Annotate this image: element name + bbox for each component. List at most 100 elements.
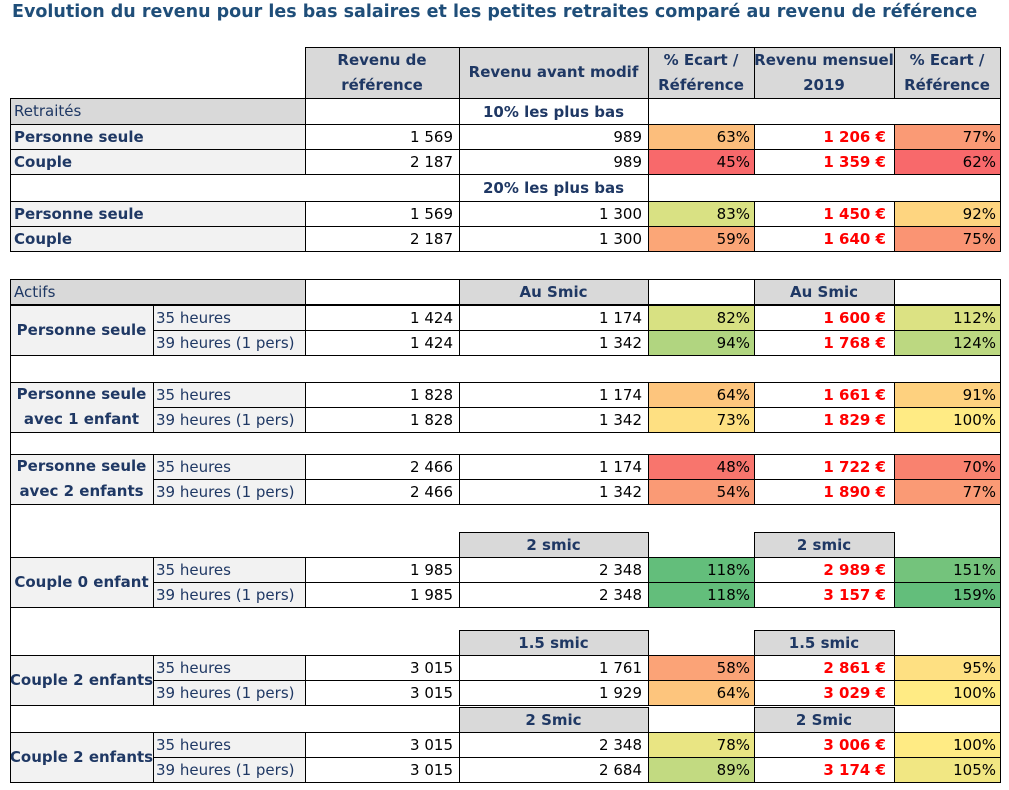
cell-avant: 989 — [613, 152, 642, 171]
grid-line — [153, 680, 1001, 681]
group-label-line2: avec 2 enfants — [19, 482, 144, 500]
row-sublabel: 39 heures (1 pers) — [153, 407, 305, 432]
cell-ecart2: 100% — [894, 680, 1000, 705]
row-label: Couple — [10, 226, 305, 251]
cell-mensuel: 1 450 € — [823, 204, 886, 223]
row-sublabel: 39 heures (1 pers) — [153, 330, 305, 355]
cell-avant: 2 348 — [599, 560, 642, 579]
caption-retraites-0: 10% les plus bas — [482, 102, 625, 121]
cell-ecart2: 100% — [894, 732, 1000, 757]
row-sublabel: 35 heures — [153, 454, 305, 479]
caption-actifs-2: Au Smic — [754, 279, 894, 304]
cell-mensuel: 2 861 € — [823, 658, 886, 677]
cell-ref: 1 828 — [410, 385, 453, 404]
caption-group: 2 Smic — [754, 707, 894, 732]
cell-ref: 1 569 — [410, 204, 453, 223]
cell-ecart2: 151% — [894, 557, 1000, 582]
cell-avant: 989 — [613, 127, 642, 146]
cell-ecart1: 82% — [648, 305, 754, 330]
cell-ecart1: 59% — [648, 226, 754, 251]
cell-avant: 1 761 — [599, 658, 642, 677]
grid-line — [648, 279, 649, 305]
group-label-line1: Personne seule — [16, 457, 147, 475]
cell-ecart1: 54% — [648, 479, 754, 504]
cell-mensuel: 1 206 € — [823, 127, 886, 146]
grid-line — [459, 174, 460, 252]
grid-line — [305, 279, 306, 305]
cell-mensuel: 1 722 € — [823, 457, 886, 476]
cell-ecart2: 75% — [894, 226, 1000, 251]
page-title: Evolution du revenu pour les bas salaire… — [12, 2, 978, 22]
cell-avant: 2 348 — [599, 735, 642, 754]
cell-mensuel: 1 640 € — [823, 229, 886, 248]
grid-line — [153, 479, 1001, 480]
grid-line — [459, 279, 460, 305]
grid-line — [153, 757, 1001, 758]
row-sublabel: 39 heures (1 pers) — [153, 479, 305, 504]
grid-line — [10, 226, 1001, 227]
cell-mensuel: 1 661 € — [823, 385, 886, 404]
cell-mensuel: 2 989 € — [823, 560, 886, 579]
cell-ecart2: 124% — [894, 330, 1000, 355]
cell-mensuel: 1 359 € — [823, 152, 886, 171]
cell-ecart1: 64% — [648, 382, 754, 407]
cell-ecart1: 58% — [648, 655, 754, 680]
row-label: Personne seule — [10, 124, 305, 149]
group-label: Personne seule — [10, 305, 153, 355]
cell-avant: 1 929 — [599, 683, 642, 702]
group-label: Personne seule avec 1 enfant — [10, 382, 153, 432]
cell-ecart2: 95% — [894, 655, 1000, 680]
cell-mensuel: 3 157 € — [823, 585, 886, 604]
group-label-line1: Couple 0 enfant — [14, 572, 149, 591]
cell-ref: 1 985 — [410, 585, 453, 604]
cell-ref: 2 187 — [410, 152, 453, 171]
cell-avant: 1 174 — [599, 308, 642, 327]
grid-line — [10, 201, 1001, 202]
cell-ref: 2 466 — [410, 482, 453, 501]
header-ref: Revenu de référence — [305, 47, 459, 98]
cell-ref: 3 015 — [410, 760, 453, 779]
group-label-line1: Personne seule — [16, 385, 147, 403]
grid-line — [153, 407, 1001, 408]
row-label: Couple — [10, 149, 305, 174]
cell-ref: 1 569 — [410, 127, 453, 146]
cell-ecart2: 112% — [894, 305, 1000, 330]
row-sublabel: 39 heures (1 pers) — [153, 680, 305, 705]
cell-ecart1: 118% — [648, 582, 754, 607]
caption-group: 1.5 smic — [754, 630, 894, 655]
row-sublabel: 35 heures — [153, 557, 305, 582]
cell-ecart2: 92% — [894, 201, 1000, 226]
cell-ecart1: 83% — [648, 201, 754, 226]
group-label: Personne seule avec 2 enfants — [10, 454, 153, 504]
group-label-line1: Couple 2 enfants — [10, 747, 153, 766]
cell-ref: 1 985 — [410, 560, 453, 579]
cell-ecart1: 89% — [648, 757, 754, 782]
cell-ecart1: 73% — [648, 407, 754, 432]
caption-retraites-1: 20% les plus bas — [482, 179, 625, 197]
cell-ref: 1 424 — [410, 308, 453, 327]
section-retraites: Retraités — [10, 98, 305, 124]
cell-ecart2: 62% — [894, 149, 1000, 174]
row-sublabel: 35 heures — [153, 732, 305, 757]
group-label-line1: Personne seule — [16, 320, 147, 339]
cell-ref: 2 187 — [410, 229, 453, 248]
cell-avant: 2 684 — [599, 760, 642, 779]
cell-ecart1: 118% — [648, 557, 754, 582]
grid-line — [10, 279, 11, 783]
row-sublabel: 35 heures — [153, 382, 305, 407]
grid-line — [1000, 279, 1001, 783]
cell-ecart2: 105% — [894, 757, 1000, 782]
caption-group: 2 Smic — [459, 707, 648, 732]
cell-ecart2: 100% — [894, 407, 1000, 432]
row-sublabel: 35 heures — [153, 305, 305, 330]
cell-ecart1: 48% — [648, 454, 754, 479]
grid-line — [153, 582, 1001, 583]
header-avant: Revenu avant modif — [459, 47, 648, 98]
cell-ecart1: 94% — [648, 330, 754, 355]
cell-avant: 1 342 — [599, 333, 642, 352]
cell-ref: 1 424 — [410, 333, 453, 352]
cell-mensuel: 3 174 € — [823, 760, 886, 779]
group-label-line2: avec 1 enfant — [23, 410, 140, 428]
caption-actifs-1: Au Smic — [459, 279, 648, 304]
